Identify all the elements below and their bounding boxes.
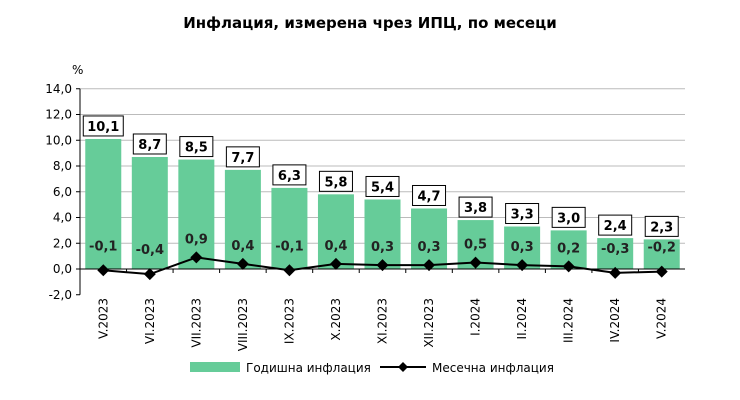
y-tick-label: 8,0 bbox=[53, 159, 72, 173]
bar-data-label: 3,3 bbox=[511, 208, 534, 223]
line-data-label: 0,3 bbox=[371, 240, 394, 255]
legend-swatch-bar bbox=[190, 362, 240, 372]
bar-data-label: 2,4 bbox=[604, 219, 627, 234]
y-tick-label: 6,0 bbox=[53, 185, 72, 199]
bar-data-label-box bbox=[644, 215, 679, 237]
line-marker bbox=[516, 259, 529, 272]
y-tick-label: 2,0 bbox=[53, 236, 72, 250]
bar-data-label: 5,4 bbox=[371, 180, 394, 195]
y-tick-label: 10,0 bbox=[45, 133, 72, 147]
legend-label: Месечна инфлация bbox=[432, 361, 554, 375]
bar-data-label: 3,0 bbox=[557, 211, 580, 226]
bar-data-label: 3,8 bbox=[464, 201, 487, 216]
x-tick-label: III.2024 bbox=[562, 298, 576, 343]
bar bbox=[364, 199, 401, 269]
legend-marker bbox=[398, 362, 408, 372]
x-tick-label: V.2024 bbox=[655, 298, 669, 339]
legend-label: Годишна инфлация bbox=[246, 361, 371, 375]
x-tick-label: V.2023 bbox=[96, 298, 110, 339]
line-data-label: -0,1 bbox=[89, 239, 117, 254]
line-data-label: 0,3 bbox=[418, 240, 441, 255]
line-data-label: 0,5 bbox=[464, 238, 487, 253]
bar-data-label-box bbox=[598, 214, 633, 236]
line-data-label: 0,2 bbox=[557, 241, 580, 256]
bar-data-label-box bbox=[272, 164, 307, 186]
x-tick-label: IX.2023 bbox=[282, 298, 296, 344]
line-data-label: -0,3 bbox=[601, 242, 629, 257]
line-data-label: -0,4 bbox=[136, 243, 164, 258]
bar bbox=[317, 194, 354, 269]
y-tick-label: -2,0 bbox=[49, 288, 72, 302]
x-tick-label: I.2024 bbox=[469, 298, 483, 336]
bar-data-label-box bbox=[365, 175, 400, 197]
bar-data-label: 6,3 bbox=[278, 169, 301, 184]
bar bbox=[224, 169, 261, 269]
bar-data-label: 8,5 bbox=[185, 141, 208, 156]
line-marker bbox=[143, 268, 156, 281]
bar bbox=[131, 156, 168, 269]
line-data-label: 0,9 bbox=[185, 232, 208, 247]
line-marker bbox=[469, 256, 482, 269]
line-marker bbox=[562, 260, 575, 273]
bar-data-label-box bbox=[318, 170, 353, 192]
line-marker bbox=[423, 259, 436, 272]
bar-data-label-box bbox=[458, 196, 493, 218]
x-tick-label: IV.2024 bbox=[608, 298, 622, 343]
line-marker bbox=[329, 257, 342, 270]
bar-data-label-box bbox=[82, 115, 124, 137]
line-data-label: 0,3 bbox=[511, 240, 534, 255]
bar-data-label-box bbox=[412, 184, 447, 206]
bar bbox=[85, 138, 122, 269]
x-tick-label: VI.2023 bbox=[143, 298, 157, 344]
line-marker bbox=[655, 265, 668, 278]
x-tick-label: VIII.2023 bbox=[236, 298, 250, 351]
bar-data-label-box bbox=[551, 206, 586, 228]
line-data-label: 0,4 bbox=[324, 239, 347, 254]
line-data-label: -0,2 bbox=[648, 241, 676, 256]
bar bbox=[271, 187, 308, 269]
bar-data-label: 4,7 bbox=[418, 189, 441, 204]
line-marker bbox=[97, 264, 110, 277]
bar-data-label-box bbox=[132, 133, 167, 155]
x-tick-label: VII.2023 bbox=[189, 298, 203, 348]
bar-data-label: 7,7 bbox=[231, 151, 254, 166]
x-tick-label: XII.2023 bbox=[422, 298, 436, 348]
bar-data-label-box bbox=[225, 146, 260, 168]
bar-data-label-box bbox=[505, 203, 540, 225]
bar bbox=[597, 238, 634, 269]
y-tick-label: 4,0 bbox=[53, 211, 72, 225]
y-tick-label: 0,0 bbox=[53, 262, 72, 276]
line-marker bbox=[236, 257, 249, 270]
line-data-label: -0,1 bbox=[275, 239, 303, 254]
bar-data-label: 8,7 bbox=[138, 138, 161, 153]
bar bbox=[178, 159, 215, 269]
y-tick-label: 14,0 bbox=[45, 82, 72, 96]
x-tick-label: XI.2023 bbox=[376, 298, 390, 344]
bar-data-label: 5,8 bbox=[324, 175, 347, 190]
bar-data-label: 2,3 bbox=[650, 220, 673, 235]
x-tick-label: X.2023 bbox=[329, 298, 343, 341]
line-marker bbox=[190, 251, 203, 264]
line-marker bbox=[609, 266, 622, 279]
y-axis-unit: % bbox=[72, 63, 83, 77]
y-tick-label: 12,0 bbox=[45, 108, 72, 122]
bar-data-label: 10,1 bbox=[87, 120, 119, 135]
chart-title: Инфлация, измерена чрез ИПЦ, по месеци bbox=[183, 14, 557, 32]
x-tick-label: II.2024 bbox=[515, 298, 529, 339]
bar bbox=[643, 239, 680, 269]
line-marker bbox=[283, 264, 296, 277]
line-data-label: 0,4 bbox=[231, 239, 254, 254]
bar-data-label-box bbox=[179, 136, 214, 158]
line-marker bbox=[376, 259, 389, 272]
bar bbox=[411, 208, 448, 269]
